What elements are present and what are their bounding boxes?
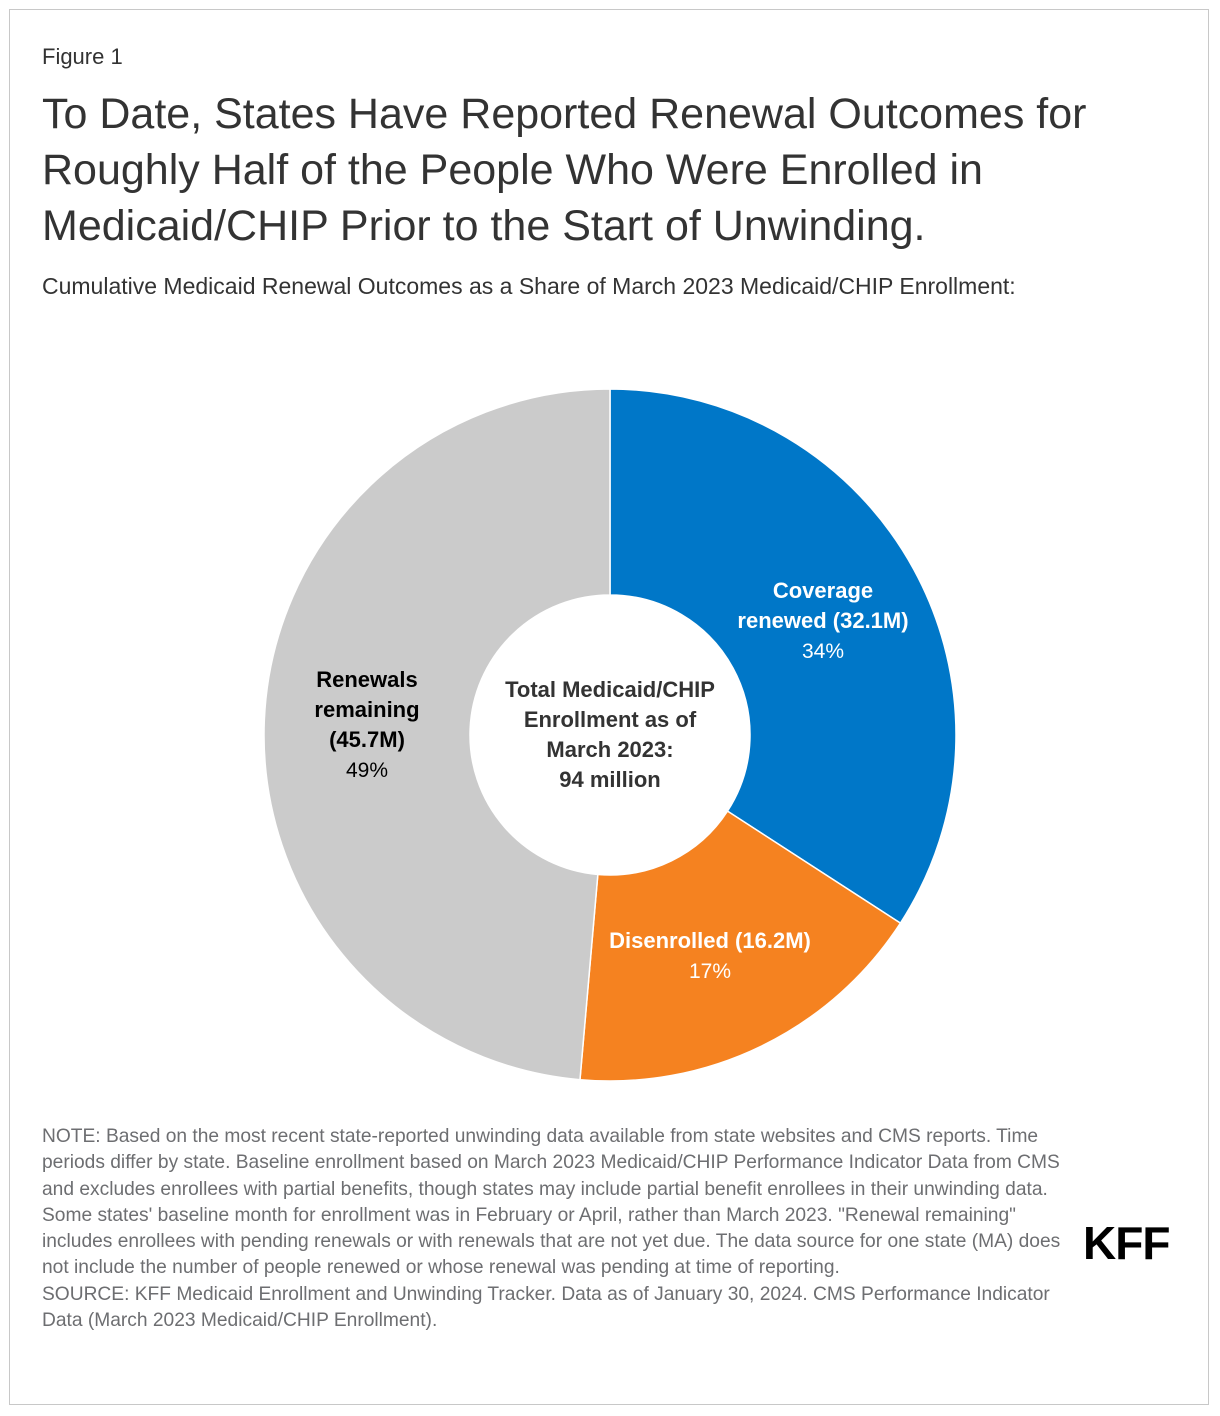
figure-frame [9, 9, 1209, 1405]
slice-coverage-renewed [609, 388, 957, 925]
donut-center-label: Total Medicaid/CHIP Enrollment as of March… [505, 677, 715, 792]
slice-renewals-remaining [263, 388, 611, 1081]
slice-label-renewals-remaining: Renewals remaining (45.7M) 49% [314, 667, 419, 782]
source-text: SOURCE: KFF Medicaid Enrollment and Unwi… [42, 1283, 1050, 1332]
figure-label: Figure 1 [42, 44, 123, 69]
note-text: NOTE: Based on the most recent state-rep… [42, 1126, 1061, 1279]
kff-logo: KFF [1083, 1217, 1170, 1269]
chart-subtitle: Cumulative Medicaid Renewal Outcomes as … [42, 273, 1016, 299]
slice-disenrolled [579, 810, 902, 1082]
chart-title: To Date, States Have Reported Renewal Ou… [42, 90, 1087, 250]
slice-label-coverage-renewed: Coverage renewed (32.1M) 34% [737, 578, 908, 663]
slice-label-disenrolled: Disenrolled (16.2M) 17% [609, 928, 811, 983]
notes-block: NOTE: Based on the most recent state-rep… [42, 1124, 1070, 1334]
donut-chart: Coverage renewed (32.1M) 34% Disenrolled (1… [263, 388, 957, 1082]
